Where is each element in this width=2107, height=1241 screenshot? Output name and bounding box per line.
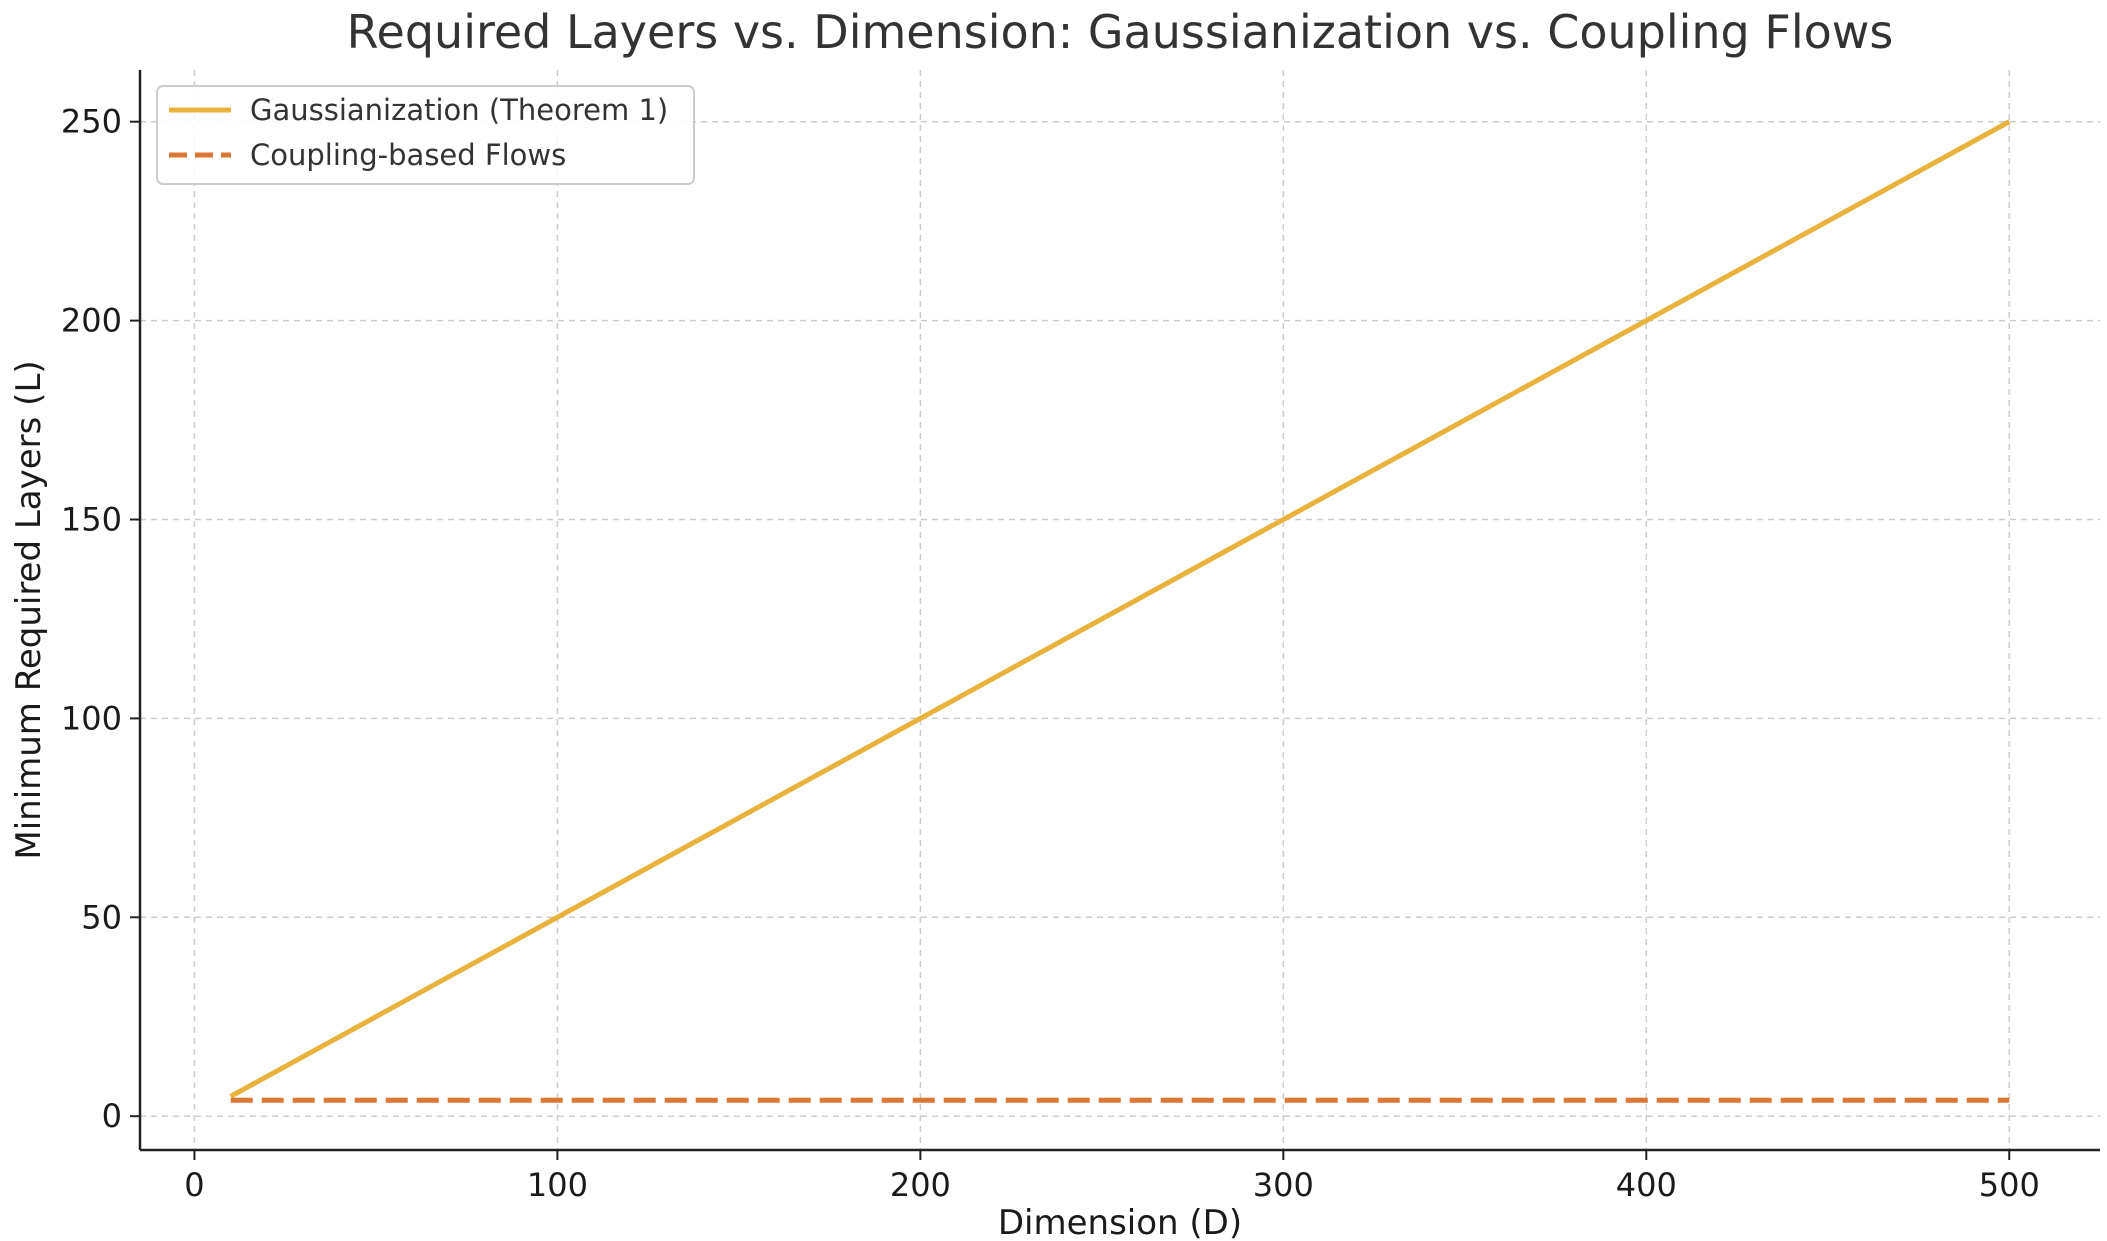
series-line-gaussianization (229, 119, 2011, 1099)
x-tick-label: 400 (1616, 1166, 1677, 1204)
x-axis-label: Dimension (D) (998, 1203, 1242, 1241)
y-tick-label: 200 (61, 302, 122, 340)
y-tick-label: 100 (61, 699, 122, 737)
y-axis-label: Minimum Required Layers (L) (9, 360, 49, 859)
legend-box (156, 85, 695, 185)
legend-label: Gaussianization (Theorem 1) (250, 93, 668, 127)
x-tick-label: 500 (1979, 1166, 2040, 1204)
x-tick-label: 200 (890, 1166, 951, 1204)
grid (140, 70, 2100, 1150)
series-group (229, 119, 2011, 1103)
x-tick-label: 100 (527, 1166, 588, 1204)
axes: 0 100 200 300 400 500 0 50 100 150 200 250 (61, 70, 2100, 1204)
chart-title: Required Layers vs. Dimension: Gaussiani… (347, 5, 1894, 59)
y-tick-label: 50 (81, 898, 122, 936)
y-tick-label: 150 (61, 501, 122, 539)
legend: Gaussianization (Theorem 1) Coupling-base… (156, 85, 695, 185)
legend-label: Coupling-based Flows (250, 138, 566, 172)
y-tick-label: 0 (102, 1097, 122, 1135)
x-tick-label: 0 (184, 1166, 204, 1204)
x-tick-label: 300 (1253, 1166, 1314, 1204)
y-tick-label: 250 (61, 103, 122, 141)
